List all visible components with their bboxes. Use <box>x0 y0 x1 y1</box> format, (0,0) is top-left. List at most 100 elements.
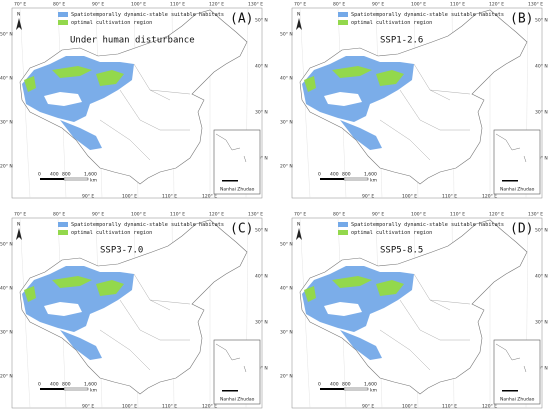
map-panel: 70° E 80° E 90° E 100° E 110° E 120° E 130° E 5… <box>0 2 268 200</box>
inset-frame <box>493 129 541 195</box>
longitude-label: 90° E <box>82 194 94 200</box>
scale-label: 0 <box>38 382 41 388</box>
scale-label: 400 <box>330 382 339 388</box>
inset-label: Nanhai Zhudao <box>500 187 535 193</box>
longitude-label: 130° E <box>248 2 263 8</box>
map-panel: 70° E 80° E 90° E 100° E 110° E 120° E 130° E 5… <box>280 212 548 410</box>
longitude-label: 90° E <box>372 212 384 218</box>
longitude-label: 70° E <box>14 212 26 218</box>
inset-scale <box>502 390 518 392</box>
longitude-label: 100° E <box>402 194 417 200</box>
inset-label: Nanhai Zhudao <box>220 397 255 403</box>
latitude-label: 20° N <box>0 374 13 380</box>
north-label: N <box>17 12 20 18</box>
scale-bar <box>343 177 369 181</box>
non-habitat-area <box>44 302 82 316</box>
inset-scale <box>222 180 238 182</box>
inset-label: Nanhai Zhudao <box>220 187 255 193</box>
latitude-label: 30° N <box>280 120 293 126</box>
latitude-label: 20° N <box>255 366 268 372</box>
scale-bar <box>63 177 89 181</box>
longitude-label: 110° E <box>162 194 177 200</box>
latitude-label: 40° N <box>255 274 268 280</box>
longitude-label: 100° E <box>411 2 426 8</box>
longitude-label: 110° E <box>450 2 465 8</box>
inset-scale <box>222 390 238 392</box>
scale-label: 400 <box>50 382 59 388</box>
legend-label: optimal cultivation region <box>351 20 432 26</box>
inset-coast <box>215 343 247 373</box>
legend-label: Spatiotemporally dynamic-stable suitable… <box>71 222 224 228</box>
longitude-label: 100° E <box>411 212 426 218</box>
longitude-label: 130° E <box>248 212 263 218</box>
non-habitat-area <box>324 92 362 106</box>
scale-bar <box>320 388 344 390</box>
scale-label: 0 <box>318 172 321 178</box>
scale-label: 0 <box>38 172 41 178</box>
longitude-label: 100° E <box>122 404 137 410</box>
longitude-label: 80° E <box>333 2 345 8</box>
optimal-region-area <box>24 66 124 92</box>
latitude-label: 50° N <box>280 32 293 38</box>
country-outline <box>19 219 248 395</box>
country-outline <box>299 219 528 395</box>
longitude-label: 90° E <box>362 194 374 200</box>
longitude-label: 120° E <box>202 194 217 200</box>
non-habitat-area <box>324 302 362 316</box>
north-label: N <box>297 12 300 18</box>
inset-coast <box>495 133 527 163</box>
latitude-label: 50° N <box>280 242 293 248</box>
inset-frame <box>213 129 261 195</box>
latitude-label: 40° N <box>0 286 13 292</box>
latitude-label: 40° N <box>535 274 548 280</box>
longitude-label: 90° E <box>82 404 94 410</box>
scale-label: 800 <box>342 382 351 388</box>
optimal-region-area <box>24 276 124 302</box>
scale-label: 1,600 <box>84 172 97 178</box>
longitude-label: 110° E <box>170 212 185 218</box>
latitude-label: 40° N <box>280 76 293 82</box>
inset-coast <box>215 133 247 163</box>
legend-label: Spatiotemporally dynamic-stable suitable… <box>71 12 224 18</box>
latitude-label: 30° N <box>255 110 268 116</box>
scale-label: 400 <box>330 172 339 178</box>
panel-label: (D) <box>510 222 533 237</box>
panel-label: (A) <box>230 12 253 27</box>
scale-unit: km <box>90 388 97 394</box>
scale-label: 800 <box>62 172 71 178</box>
latitude-label: 50° N <box>535 228 548 234</box>
optimal-region-area <box>304 66 404 92</box>
scale-bar <box>63 387 89 391</box>
north-arrow <box>296 18 302 30</box>
legend-label: Spatiotemporally dynamic-stable suitable… <box>351 222 504 228</box>
latitude-label: 50° N <box>0 32 13 38</box>
legend-swatch <box>338 20 348 25</box>
latitude-label: 50° N <box>535 18 548 24</box>
longitude-label: 70° E <box>294 2 306 8</box>
longitude-label: 110° E <box>450 212 465 218</box>
latitude-label: 30° N <box>535 110 548 116</box>
longitude-label: 120° E <box>209 212 224 218</box>
latitude-label: 20° N <box>280 374 293 380</box>
country-outline <box>299 9 528 185</box>
legend-label: Spatiotemporally dynamic-stable suitable… <box>351 12 504 18</box>
latitude-label: 20° N <box>535 156 548 162</box>
scale-label: 800 <box>342 172 351 178</box>
longitude-label: 130° E <box>528 2 543 8</box>
scale-unit: km <box>370 178 377 184</box>
scale-bar <box>320 178 344 180</box>
longitude-label: 90° E <box>372 2 384 8</box>
latitude-label: 20° N <box>255 156 268 162</box>
north-arrow <box>16 228 22 240</box>
longitude-label: 100° E <box>122 194 137 200</box>
latitude-label: 50° N <box>255 228 268 234</box>
province-lines <box>99 273 191 371</box>
scale-label: 400 <box>50 172 59 178</box>
latitude-label: 30° N <box>0 330 13 336</box>
scale-label: 1,600 <box>84 382 97 388</box>
north-label: N <box>17 222 20 228</box>
non-habitat-area <box>44 92 82 106</box>
scenario-label: SSP5-8.5 <box>380 246 423 256</box>
